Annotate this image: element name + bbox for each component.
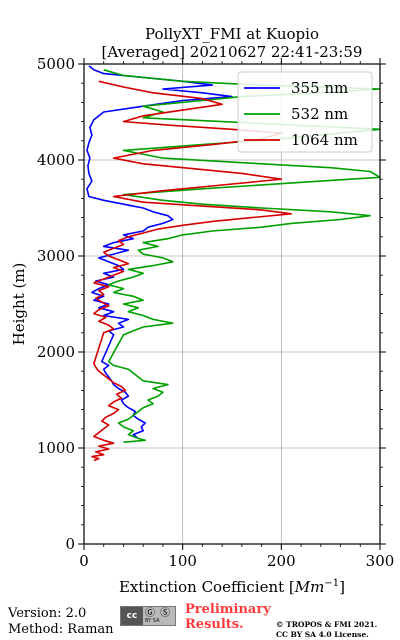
cc-by-sa-caption: BY SA [145, 618, 160, 624]
x-axis-unit-exponent: −1 [324, 578, 339, 589]
y-tick-label: 4000 [37, 151, 75, 169]
legend-label-1064-nm: 1064 nm [291, 131, 358, 149]
x-tick-label: 200 [267, 552, 296, 570]
chart-subtitle: [Averaged] 20210627 22:41-23:59 [102, 43, 363, 61]
cc-by-sa-icon: Ⓖ Ⓢ [145, 608, 172, 619]
axes-frame [83, 63, 381, 545]
copyright-notice: © TROPOS & FMI 2021. CC BY SA 4.0 Licens… [276, 620, 377, 640]
preliminary-line-2: Results. [185, 617, 244, 632]
y-tick-label: 2000 [37, 343, 75, 361]
method-text: Method: Raman [8, 622, 114, 637]
cc-logo-icon: cc [121, 607, 143, 625]
y-tick-label: 5000 [37, 55, 75, 73]
y-axis-label: Height (m) [10, 263, 28, 346]
x-axis-label-close: ] [339, 578, 345, 596]
y-tick-label: 1000 [37, 439, 75, 457]
preliminary-line-1: Preliminary [185, 602, 271, 617]
legend-label-532-nm: 532 nm [291, 105, 348, 123]
chart-title: PollyXT_FMI at Kuopio [145, 25, 319, 43]
plot-frame [83, 63, 381, 545]
x-axis-unit: Mm [294, 578, 325, 596]
copyright-line-2: CC BY SA 4.0 License. [276, 630, 369, 639]
x-tick-label: 300 [366, 552, 395, 570]
copyright-line-1: © TROPOS & FMI 2021. [276, 620, 378, 629]
legend-box [237, 71, 373, 153]
series-line-355-nm [86, 65, 233, 440]
legend-label-355-nm: 355 nm [291, 79, 348, 97]
cc-license-badge: cc Ⓖ Ⓢ BY SA [120, 606, 176, 626]
series-line-1064-nm [91, 80, 292, 462]
x-tick-label: 0 [79, 552, 89, 570]
legend: 355 nm 532 nm 1064 nm [237, 71, 373, 153]
version-text: Version: 2.0 [8, 606, 87, 621]
x-axis-label-text: Extinction Coefficient [ [119, 578, 295, 596]
preliminary-results-note: Preliminary Results. [185, 602, 271, 632]
y-tick-label: 0 [65, 535, 75, 553]
x-tick-label: 100 [168, 552, 197, 570]
x-axis-label: Extinction Coefficient [Mm−1] [119, 578, 345, 596]
y-tick-label: 3000 [37, 247, 75, 265]
